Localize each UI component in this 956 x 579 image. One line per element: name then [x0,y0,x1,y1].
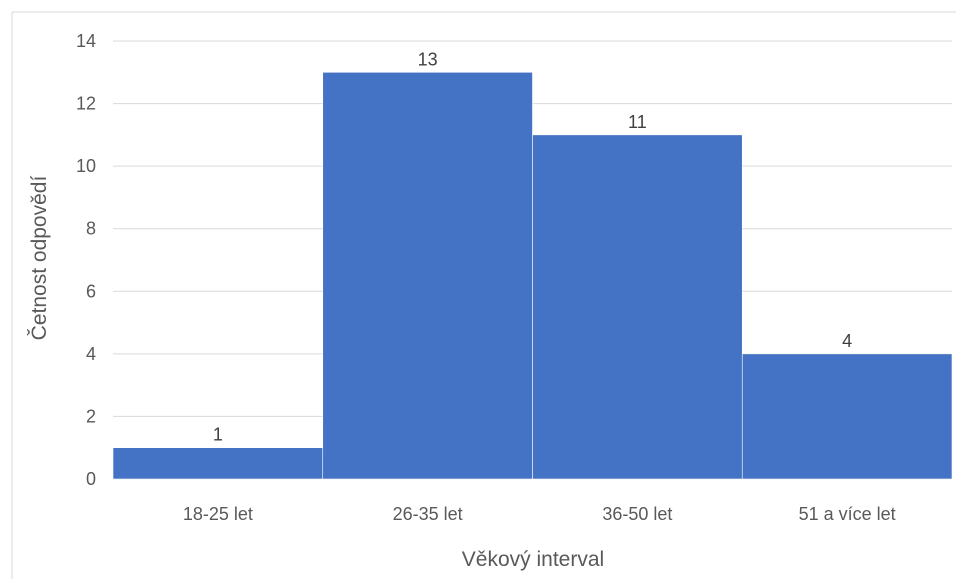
x-tick-label: 36-50 let [602,504,672,524]
y-tick-label: 2 [86,406,96,426]
y-axis-title: Četnost odpovědí [28,176,51,341]
y-tick-label: 8 [86,219,96,239]
x-axis-tick-labels: 18-25 let 26-35 let 36-50 let 51 a více let [183,504,896,524]
data-labels: 1 13 11 4 [213,49,852,444]
y-tick-label: 12 [76,94,96,114]
y-axis-tick-labels: 0 2 4 6 8 10 12 14 [76,31,96,489]
x-axis-title: Věkový interval [462,548,604,571]
y-tick-label: 6 [86,281,96,301]
bars [112,71,953,480]
x-tick-label: 26-35 let [393,504,463,524]
bar [532,134,743,480]
data-label: 4 [842,331,852,351]
y-tick-label: 0 [86,469,96,489]
data-label: 13 [418,49,438,69]
y-tick-label: 4 [86,344,96,364]
bar [322,71,533,480]
data-label: 1 [213,425,223,445]
y-tick-label: 14 [76,31,96,51]
data-label: 11 [628,112,647,132]
bar [741,353,953,480]
y-tick-label: 10 [76,156,96,176]
x-tick-label: 51 a více let [799,504,896,524]
x-tick-label: 18-25 let [183,504,253,524]
bar [112,447,324,480]
